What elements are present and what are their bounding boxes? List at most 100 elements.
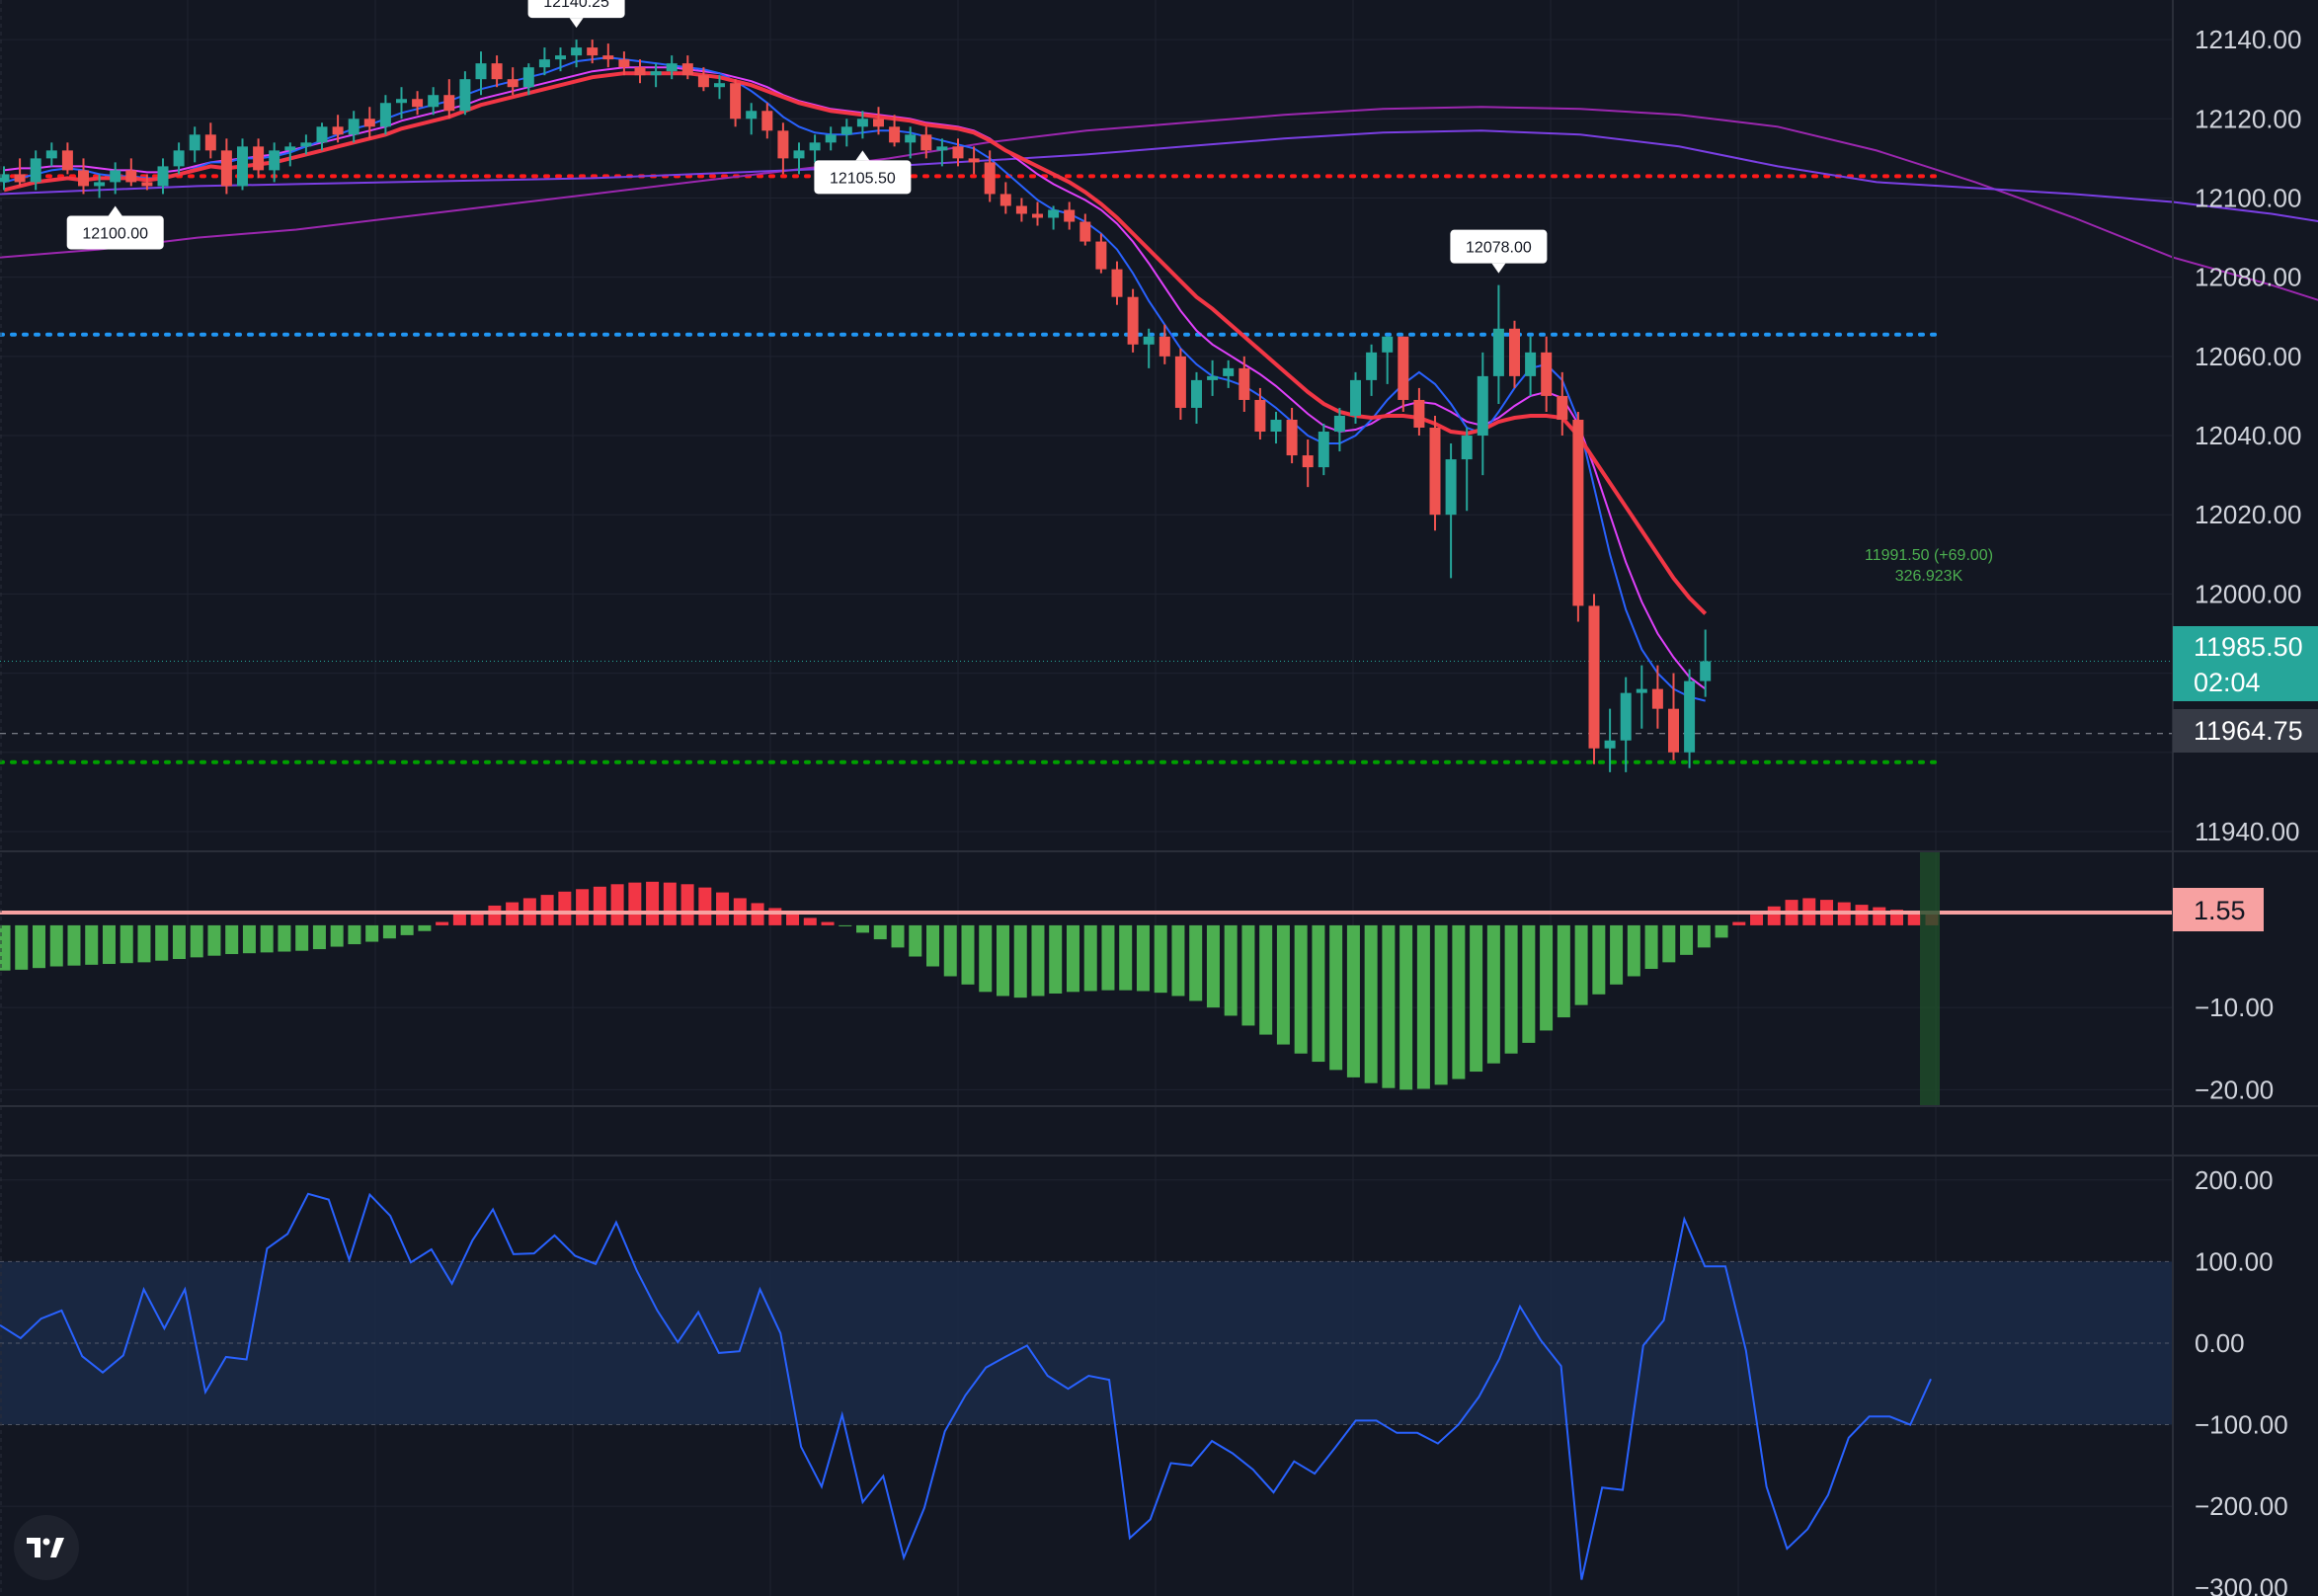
histogram-bar [260, 924, 274, 953]
histogram-bar [576, 889, 590, 925]
histogram-bar [1574, 924, 1588, 1005]
price-tick-label: 12040.00 [2195, 421, 2301, 450]
histogram-bar [1855, 905, 1869, 925]
price-axis[interactable]: 12140.00 12120.00 12100.00 12080.00 12060.00… [2195, 25, 2301, 1596]
histogram-bar [225, 924, 239, 955]
histogram-bar [821, 921, 835, 925]
candle-body [94, 182, 106, 187]
candle-body [1191, 379, 1202, 408]
grid-lines [0, 0, 2173, 1596]
price-tick-label: 12100.00 [2195, 183, 2301, 212]
candle-body [1477, 375, 1488, 437]
candle-body [905, 134, 917, 143]
momentum-histogram [0, 851, 2173, 1106]
candle-body [873, 119, 884, 127]
candle-body [746, 111, 758, 120]
candle-body [110, 170, 121, 183]
candle-body [396, 99, 407, 104]
histogram-bar [330, 924, 344, 947]
momentum-tick-label: −20.00 [2195, 1075, 2274, 1104]
candle-body [1095, 241, 1107, 270]
histogram-bar [1154, 924, 1167, 994]
candle-body [1445, 459, 1457, 516]
histogram-bar [452, 914, 466, 925]
candle-body [840, 126, 852, 135]
candle-body [363, 119, 375, 127]
histogram-bar [242, 924, 256, 954]
histogram-bar [488, 905, 502, 925]
candle-body [999, 194, 1011, 206]
callout-box [527, 0, 625, 19]
last-price-tag-value: 11985.50 [2194, 632, 2303, 662]
momentum-value-tag[interactable]: 1.55 [2173, 888, 2264, 931]
candle-body [1079, 221, 1091, 242]
histogram-bar [1504, 924, 1518, 1054]
candle-body [984, 162, 996, 195]
candle-body [348, 119, 360, 135]
last-price-tag[interactable]: 11985.50 02:04 [2173, 626, 2318, 701]
crosshair-price-tag[interactable]: 11964.75 [2173, 709, 2318, 753]
candle-body [1111, 269, 1123, 297]
ma-blue [3, 56, 1706, 702]
candle-body [1174, 356, 1186, 408]
candle-body [952, 146, 964, 159]
histogram-bar [1697, 924, 1711, 948]
oscillator-tick-label: −100.00 [2195, 1410, 2288, 1440]
histogram-bar [436, 921, 449, 925]
candle-body [1318, 432, 1329, 468]
histogram-bar [540, 895, 554, 925]
price-tick-label: 12080.00 [2195, 263, 2301, 292]
candle-body [1684, 680, 1696, 753]
histogram-bar [1013, 924, 1027, 998]
histogram-bar [698, 887, 712, 925]
candle-body [1588, 605, 1600, 749]
candle-body [1270, 419, 1282, 433]
candle-body [587, 47, 599, 56]
histogram-bar [1101, 924, 1115, 991]
histogram-bar [646, 881, 660, 925]
histogram-bar [1522, 924, 1536, 1043]
oscillator-path [0, 1192, 1932, 1580]
candle-body [714, 83, 725, 88]
candle-body [0, 174, 10, 183]
callout-pointer [1491, 263, 1506, 274]
candle-body [1143, 336, 1155, 345]
callout-label: 12100.00 [82, 225, 148, 242]
histogram-bar [418, 924, 432, 931]
oscillator-band [0, 1260, 2173, 1426]
candle-body [634, 67, 646, 76]
candle-body [1127, 296, 1139, 345]
price-tick-label: 12140.00 [2195, 25, 2301, 54]
candle-body [332, 126, 344, 135]
histogram-bar [803, 918, 817, 925]
candle-body [316, 126, 328, 143]
candle-body [825, 134, 837, 143]
histogram-bar [996, 924, 1009, 997]
callout-pointer [108, 205, 122, 216]
candle-body [1064, 209, 1076, 222]
candle-body [1048, 209, 1060, 218]
callout-label: 12105.50 [830, 170, 896, 187]
callout-box [66, 215, 164, 250]
candle-body [237, 146, 248, 187]
candle-body [761, 111, 773, 131]
candle-body [1398, 336, 1409, 400]
candle-body [1207, 375, 1219, 380]
histogram-bar [1364, 924, 1378, 1083]
candle-body [1651, 688, 1663, 709]
candle-body [777, 130, 789, 159]
tradingview-logo-icon[interactable] [14, 1515, 79, 1580]
candlestick-series [0, 40, 1712, 772]
histogram-bar [663, 882, 677, 925]
last-price-tag-bg [2173, 626, 2318, 701]
candle-body [1239, 367, 1250, 400]
histogram-bar [926, 924, 940, 967]
oscillator-tick-label: 100.00 [2195, 1246, 2274, 1276]
histogram-bar [1434, 924, 1448, 1085]
histogram-bar [1662, 924, 1676, 963]
price-levels [0, 174, 2173, 764]
histogram-bar [610, 884, 624, 925]
candle-body [1223, 367, 1235, 376]
